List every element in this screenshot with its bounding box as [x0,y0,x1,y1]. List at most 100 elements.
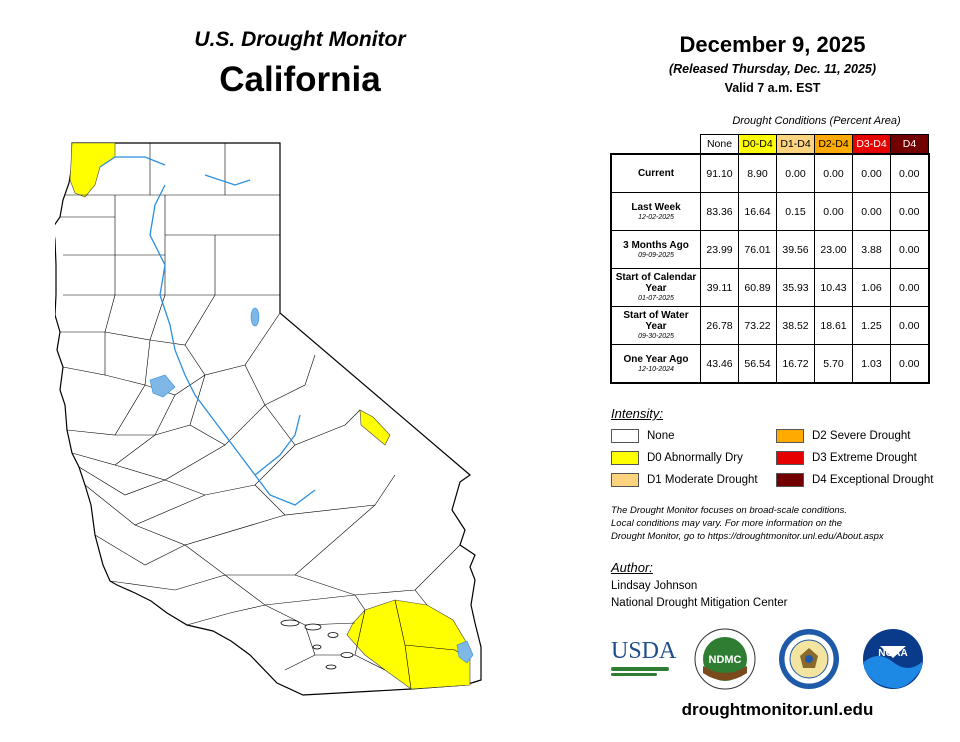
salton-sea [456,640,474,664]
release-date: (Released Thursday, Dec. 11, 2025) [668,62,877,76]
cell-value: 60.89 [738,268,777,307]
table-row: Start of Calendar Year 01-07-2025 39.11 6… [610,268,930,307]
cell-value: 23.99 [700,230,739,269]
cell-value: 38.52 [776,306,815,345]
row-date: 09-30-2025 [638,333,674,340]
map-title: U.S. Drought Monitor [194,28,406,51]
cell-value: 0.00 [814,153,853,193]
usda-text: USDA [611,638,677,664]
table-row: 3 Months Ago 09-09-2025 23.99 76.01 39.56… [610,230,930,269]
noaa-logo: NOAA [863,629,923,689]
legend-item-none: None [611,425,758,447]
table-caption: Drought Conditions (Percent Area) [732,115,901,127]
legend-col-right: D2 Severe Drought D3 Extreme Drought D4 … [776,425,933,491]
cell-value: 39.11 [700,268,739,307]
cell-value: 18.61 [814,306,853,345]
cell-value: 0.15 [776,192,815,231]
cell-value: 43.46 [700,344,739,384]
legend-swatch [776,451,804,465]
cell-value: 5.70 [814,344,853,384]
cell-value: 0.00 [852,153,891,193]
author-org: National Drought Mitigation Center [611,597,788,609]
row-date: 12-02-2025 [638,213,674,221]
legend-label: D1 Moderate Drought [647,474,758,486]
legend-col-left: None D0 Abnormally Dry D1 Moderate Droug… [611,425,758,491]
drought-conditions-table: None D0-D4 D1-D4 D2-D4 D3-D4 D4 Current … [610,134,930,384]
author-heading: Author: [611,560,653,575]
lake-tahoe [250,307,260,327]
cell-value: 0.00 [890,153,930,193]
footer-url[interactable]: droughtmonitor.unl.edu [681,700,874,719]
d0-area-northeast [359,409,391,446]
cell-value: 0.00 [776,153,815,193]
row-label: Start of Water Year [623,310,689,332]
legend-swatch [611,473,639,487]
table-row: One Year Ago 12-10-2024 43.46 56.54 16.72… [610,344,930,384]
intensity-heading: Intensity: [611,406,664,421]
table-row: Last Week 12-02-2025 83.36 16.64 0.15 0.0… [610,192,930,231]
row-label: Last Week [631,201,681,213]
d0-area-north [69,142,116,198]
cell-value: 23.00 [814,230,853,269]
cell-value: 0.00 [890,306,930,345]
state-name: California [219,60,381,99]
doc-seal-logo [779,629,839,689]
author-block: Lindsay Johnson National Drought Mitigat… [611,578,787,612]
cell-value: 1.06 [852,268,891,307]
cell-value: 10.43 [814,268,853,307]
legend-swatch [611,451,639,465]
row-date: 12-10-2024 [638,365,674,373]
table-row: Current 91.10 8.90 0.00 0.00 0.00 0.00 [610,153,930,193]
noaa-text: NOAA [878,648,907,659]
col-header-d3-d4: D3-D4 [852,134,891,155]
note-line: Drought Monitor, go to https://droughtmo… [611,531,884,542]
cell-value: 16.64 [738,192,777,231]
row-date: 01-07-2025 [638,295,674,302]
cell-value: 73.22 [738,306,777,345]
cell-value: 8.90 [738,153,777,193]
cell-value: 0.00 [890,268,930,307]
legend-item-d3: D3 Extreme Drought [776,447,933,469]
ndmc-logo: NDMC [694,628,756,690]
legend-swatch [776,429,804,443]
legend-swatch [611,429,639,443]
bay-area [149,374,176,398]
legend-label: D0 Abnormally Dry [647,452,743,464]
cell-value: 0.00 [890,344,930,384]
legend-item-d4: D4 Exceptional Drought [776,469,933,491]
row-label: Start of Calendar Year [615,272,697,294]
usda-logo: USDA [611,638,677,682]
legend-label: D4 Exceptional Drought [812,474,934,486]
cell-value: 83.36 [700,192,739,231]
ndmc-text: NDMC [709,654,742,666]
row-label: Current [637,168,675,179]
note-line: The Drought Monitor focuses on broad-sca… [611,505,848,516]
row-label: 3 Months Ago [623,239,689,251]
cell-value: 3.88 [852,230,891,269]
valid-time: Valid 7 a.m. EST [724,81,821,95]
legend-label: D2 Severe Drought [812,430,911,442]
table-row: Start of Water Year 09-30-2025 26.78 73.2… [610,306,930,345]
disclaimer-note: The Drought Monitor focuses on broad-sca… [611,504,951,543]
legend-item-d2: D2 Severe Drought [776,425,933,447]
map-date: December 9, 2025 [679,32,866,57]
cell-value: 1.25 [852,306,891,345]
cell-value: 0.00 [890,230,930,269]
legend-item-d0: D0 Abnormally Dry [611,447,758,469]
author-name: Lindsay Johnson [611,580,698,592]
legend-label: None [647,430,675,442]
cell-value: 0.00 [814,192,853,231]
legend-swatch [776,473,804,487]
california-map [55,142,482,696]
legend-item-d1: D1 Moderate Drought [611,469,758,491]
cell-value: 16.72 [776,344,815,384]
col-header-d1-d4: D1-D4 [776,134,815,155]
row-label: One Year Ago [623,353,689,365]
cell-value: 1.03 [852,344,891,384]
cell-value: 0.00 [890,192,930,231]
col-header-none: None [700,134,739,155]
cell-value: 35.93 [776,268,815,307]
cell-value: 56.54 [738,344,777,384]
col-header-d4: D4 [890,134,929,155]
legend-label: D3 Extreme Drought [812,452,917,464]
